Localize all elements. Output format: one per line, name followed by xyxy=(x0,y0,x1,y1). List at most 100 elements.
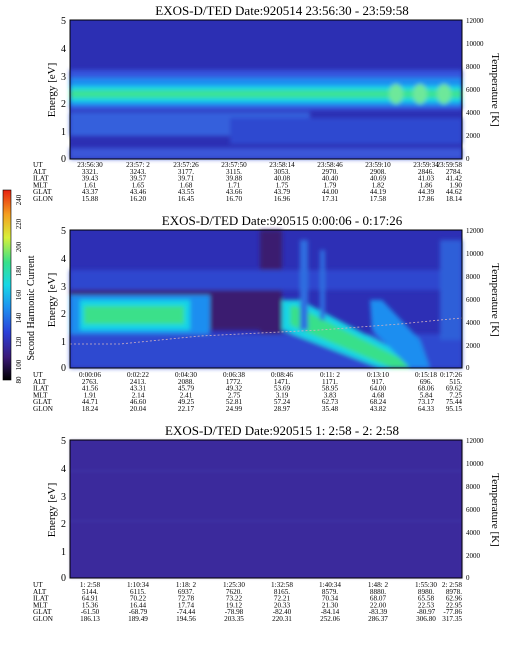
table-cell: 39.57 xyxy=(130,175,147,183)
table-row-label: MLT xyxy=(33,601,48,609)
table-cell: 43.66 xyxy=(226,188,243,196)
panel-3-frame xyxy=(69,439,463,579)
table-cell: 73.22 xyxy=(226,595,243,603)
table-cell: 194.56 xyxy=(176,615,196,623)
table-cell: 23:59:58 xyxy=(436,161,462,169)
table-cell: 1: 2:58 xyxy=(80,581,101,589)
p1-ylabel: Energy [eV] xyxy=(46,63,58,117)
table-cell: 3115. xyxy=(226,168,242,176)
table-row-label: GLON xyxy=(33,615,54,623)
table-cell: 20.33 xyxy=(274,601,291,609)
table-cell: 0:13:10 xyxy=(367,371,389,379)
table-cell: 917. xyxy=(372,378,385,386)
table-cell: 43.46 xyxy=(130,188,147,196)
colorbar-tick-160: 160 xyxy=(15,289,23,300)
colorbar-frame xyxy=(2,189,12,381)
table-cell: 24.99 xyxy=(226,405,243,413)
p2-ytick-5: 5 xyxy=(61,226,66,237)
table-cell: 28.97 xyxy=(274,405,291,413)
table-cell: 1:25:30 xyxy=(223,581,245,589)
table-cell: 1.90 xyxy=(449,181,462,189)
table-row-label: MLT xyxy=(33,181,48,189)
table-cell: 62.96 xyxy=(446,595,463,603)
table-cell: 16.20 xyxy=(130,195,147,203)
table-cell: 15.36 xyxy=(82,601,99,609)
table-cell: 2413. xyxy=(130,378,146,386)
panel-3-spectrum xyxy=(70,440,462,578)
table-cell: 43.55 xyxy=(178,188,195,196)
table-cell: 18.24 xyxy=(82,405,99,413)
table-cell: 3177. xyxy=(178,168,194,176)
p1-ytick-1: 1 xyxy=(61,127,66,138)
table-cell: 40.69 xyxy=(370,175,387,183)
p2-ylabel-right: Temperature [K] xyxy=(489,263,501,336)
colorbar-label: Second Harmonic Current xyxy=(26,255,37,360)
p2-ytick-0: 0 xyxy=(61,363,66,374)
p2-ytick-2: 2 xyxy=(61,309,66,320)
panel-3-title: EXOS-D/TED Date:920515 1: 2:58 - 2: 2:58 xyxy=(165,423,399,438)
table-cell: 0:17:26 xyxy=(440,371,462,379)
panel-1-title: EXOS-D/TED Date:920514 23:56:30 - 23:59:… xyxy=(155,3,408,18)
panel-1-orbit-table: UTALTILATMLTGLATGLON23:56:303321.39.431.… xyxy=(33,161,462,203)
table-cell: 64.33 xyxy=(418,405,435,413)
table-cell: 2970. xyxy=(322,168,338,176)
colorbar-tick-80: 80 xyxy=(15,376,23,384)
colorbar-tick-100: 100 xyxy=(15,359,23,370)
table-cell: 22.95 xyxy=(446,601,463,609)
table-cell: 41.03 xyxy=(418,175,435,183)
table-cell: 1.71 xyxy=(228,181,241,189)
table-cell: 43.37 xyxy=(82,188,99,196)
table-cell: 1471. xyxy=(274,378,290,386)
table-cell: 16.96 xyxy=(274,195,291,203)
table-cell: 22.53 xyxy=(418,601,435,609)
table-cell: 5.84 xyxy=(420,391,433,399)
table-cell: 1.65 xyxy=(132,181,145,189)
table-cell: 3321. xyxy=(82,168,98,176)
table-cell: 39.43 xyxy=(82,175,99,183)
colorbar-tick-180: 180 xyxy=(15,265,23,276)
table-cell: 0:06:38 xyxy=(223,371,245,379)
p1-rtick-4000: 4000 xyxy=(466,109,481,117)
table-cell: 49.32 xyxy=(226,385,243,393)
p3-ytick-1: 1 xyxy=(61,547,66,558)
panel-2-left-axis: 5 4 3 2 1 0 Energy [eV] xyxy=(46,226,66,374)
table-cell: 252.06 xyxy=(320,615,340,623)
p2-rtick-2000: 2000 xyxy=(466,342,481,350)
panel-2-right-axis: 12000 10000 8000 6000 4000 2000 0 Temper… xyxy=(466,227,501,372)
p1-rtick-12000: 12000 xyxy=(466,17,484,25)
table-cell: 8165. xyxy=(274,588,290,596)
table-cell: 1.75 xyxy=(276,181,289,189)
p2-rtick-8000: 8000 xyxy=(466,273,481,281)
table-cell: 1:48: 2 xyxy=(368,581,389,589)
table-row-label: GLON xyxy=(33,405,54,413)
panel-3-right-axis: 12000 10000 8000 6000 4000 2000 0 Temper… xyxy=(466,437,501,582)
p1-rtick-8000: 8000 xyxy=(466,63,481,71)
table-cell: 0:04:30 xyxy=(175,371,197,379)
table-cell: 17.58 xyxy=(370,195,387,203)
table-cell: 23:59:34 xyxy=(413,161,439,169)
table-cell: 16.44 xyxy=(130,601,147,609)
table-cell: 1:18: 2 xyxy=(176,581,197,589)
table-cell: 17.86 xyxy=(418,195,435,203)
table-cell: -78.98 xyxy=(225,608,244,616)
table-cell: 2908. xyxy=(370,168,386,176)
panel-3-left-axis: 5 4 3 2 1 0 Energy [eV] xyxy=(46,436,66,584)
table-cell: 16.70 xyxy=(226,195,243,203)
table-row-label: MLT xyxy=(33,391,48,399)
p3-rtick-8000: 8000 xyxy=(466,483,481,491)
table-cell: 41.56 xyxy=(82,385,99,393)
table-cell: 8880. xyxy=(370,588,386,596)
p2-ytick-4: 4 xyxy=(61,254,66,265)
table-cell: 3.83 xyxy=(324,391,337,399)
table-cell: 39.88 xyxy=(226,175,243,183)
table-cell: 43.31 xyxy=(130,385,147,393)
table-cell: 1.68 xyxy=(180,181,193,189)
table-cell: 17.31 xyxy=(322,195,339,203)
table-cell: 189.49 xyxy=(128,615,148,623)
colorbar-gradient xyxy=(3,190,11,380)
table-cell: 4.68 xyxy=(372,391,385,399)
p3-rtick-0: 0 xyxy=(466,574,470,582)
p3-rtick-12000: 12000 xyxy=(466,437,484,445)
